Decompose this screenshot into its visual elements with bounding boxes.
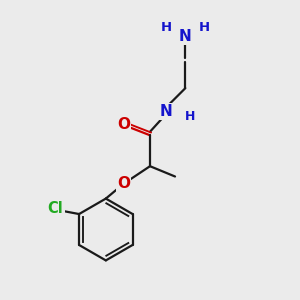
- Text: O: O: [117, 118, 130, 133]
- Text: H: H: [184, 110, 195, 123]
- Text: N: N: [179, 29, 192, 44]
- Text: O: O: [117, 176, 130, 191]
- Text: H: H: [160, 21, 172, 34]
- Text: Cl: Cl: [48, 201, 63, 216]
- Text: H: H: [199, 21, 210, 34]
- Text: N: N: [160, 104, 172, 119]
